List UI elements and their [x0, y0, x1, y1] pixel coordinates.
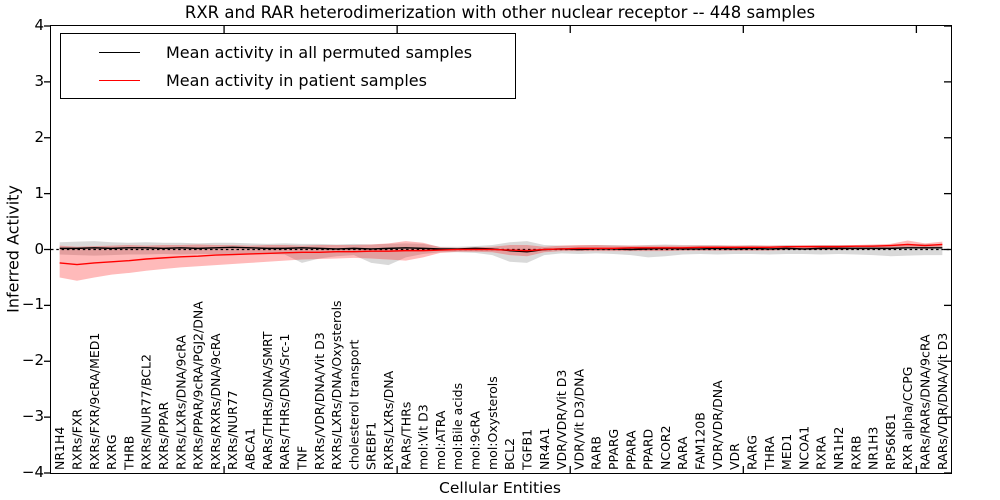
x-category-label: RXRs/PPAR/9cRA/PGJ2/DNA [191, 301, 206, 470]
x-category-label: SREBF1 [364, 422, 379, 470]
x-category-label: THRA [762, 436, 777, 471]
x-category-label: VDR/VDR/Vit D3 [554, 370, 569, 470]
x-category-label: RARs/VDR/DNA/Vit D3 [935, 333, 950, 470]
x-category-label: RXRs/RXRs/DNA/9cRA [208, 333, 223, 470]
x-category-label: mol:ATRA [433, 410, 448, 470]
x-category-label: RXRs/NUR77/BCL2 [139, 354, 154, 470]
x-category-label: RARs/THRs/DNA/Src-1 [277, 334, 292, 470]
x-category-label: ABCA1 [243, 428, 258, 470]
x-category-label: PPARD [641, 429, 656, 470]
x-category-label: cholesterol transport [346, 339, 361, 470]
x-category-label: RPS6KB1 [883, 413, 898, 470]
legend-item-permuted: Mean activity in all permuted samples [61, 41, 515, 63]
x-category-label: RXRA [814, 436, 829, 470]
x-category-label: RXRs/VDR/DNA/Vit D3 [312, 332, 327, 470]
x-category-label: NR1H4 [52, 427, 67, 470]
x-category-label: THRB [121, 436, 136, 471]
legend-label-permuted: Mean activity in all permuted samples [166, 42, 473, 62]
patient-mean-line [59, 243, 943, 266]
x-category-label: MED1 [779, 434, 794, 470]
y-tick-label: 4 [34, 16, 44, 34]
x-category-label: RXRs/FXR/9cRA/MED1 [87, 333, 102, 470]
y-tick-label: −2 [21, 351, 44, 370]
legend-item-patient: Mean activity in patient samples [61, 69, 515, 91]
x-category-label: RXRG [104, 434, 119, 470]
legend: Mean activity in all permuted samples Me… [60, 33, 516, 99]
x-category-label: mol:9cRA [468, 410, 483, 470]
x-axis-label: Cellular Entities [439, 479, 561, 497]
x-category-label: NR1H3 [866, 427, 881, 470]
y-tick-label: 2 [34, 127, 44, 146]
y-tick-label: −3 [21, 407, 44, 426]
x-category-label: RARs/RARs/DNA/9cRA [918, 334, 933, 470]
x-category-label: RARs/THRs [398, 402, 413, 470]
y-tick-label: 3 [34, 71, 44, 90]
patient-line-swatch [99, 79, 140, 81]
x-category-label: TNF [294, 446, 309, 471]
x-category-label: BCL2 [502, 438, 517, 470]
x-category-label: NR1H2 [831, 427, 846, 470]
x-category-label: NR4A1 [537, 428, 552, 471]
x-category-label: NCOA1 [796, 426, 811, 470]
x-category-label: PPARG [606, 429, 621, 470]
y-tick-label: −1 [21, 295, 44, 314]
x-category-label: VDR [727, 443, 742, 470]
chart-title: RXR and RAR heterodimerization with othe… [184, 3, 816, 22]
x-category-label: RXRs/LXRs/DNA [381, 370, 396, 470]
x-category-label: VDR/VDR/DNA [710, 380, 725, 470]
x-category-label: NCOR2 [658, 425, 673, 470]
x-category-label: mol:Bile acids [450, 383, 465, 470]
y-tick-label: 1 [34, 183, 44, 202]
legend-label-patient: Mean activity in patient samples [166, 70, 427, 90]
x-category-label: RARG [744, 435, 759, 470]
patient-confidence-band [59, 240, 943, 281]
x-category-label: PPARA [623, 430, 638, 470]
x-category-label: RXRs/NUR77 [225, 390, 240, 470]
x-category-label: mol:Oxysterols [485, 376, 500, 470]
x-category-label: RXRs/FXR [69, 409, 84, 470]
y-tick-label: −4 [21, 463, 44, 481]
y-tick-label: 0 [34, 239, 44, 258]
x-category-label: FAM120B [693, 412, 708, 470]
x-category-label: RARs/THRs/DNA/SMRT [260, 331, 275, 470]
x-category-label: TGFB1 [519, 429, 534, 471]
x-category-label: RARB [589, 436, 604, 470]
x-category-label: RARA [675, 436, 690, 470]
x-category-label: mol:Vit D3 [416, 404, 431, 470]
x-category-label: VDR/Vit D3/DNA [571, 369, 586, 470]
x-category-label: RXR alpha/CCPG [900, 367, 915, 470]
x-category-label: RXRs/LXRs/DNA/9cRA [173, 335, 188, 470]
x-category-label: RXRs/LXRs/DNA/Oxysterols [329, 300, 344, 470]
permuted-line-swatch [99, 51, 140, 53]
plot-canvas: NR1H4 RXRs/FXR RXRs/FXR/9cRA/MED1 RXRG THRB R… [44, 25, 951, 474]
x-category-label: RXRs/PPAR [156, 402, 171, 470]
plot-area: NR1H4 RXRs/FXR RXRs/FXR/9cRA/MED1 RXRG THRB R… [44, 25, 952, 474]
x-category-label: RXRB [848, 435, 863, 470]
